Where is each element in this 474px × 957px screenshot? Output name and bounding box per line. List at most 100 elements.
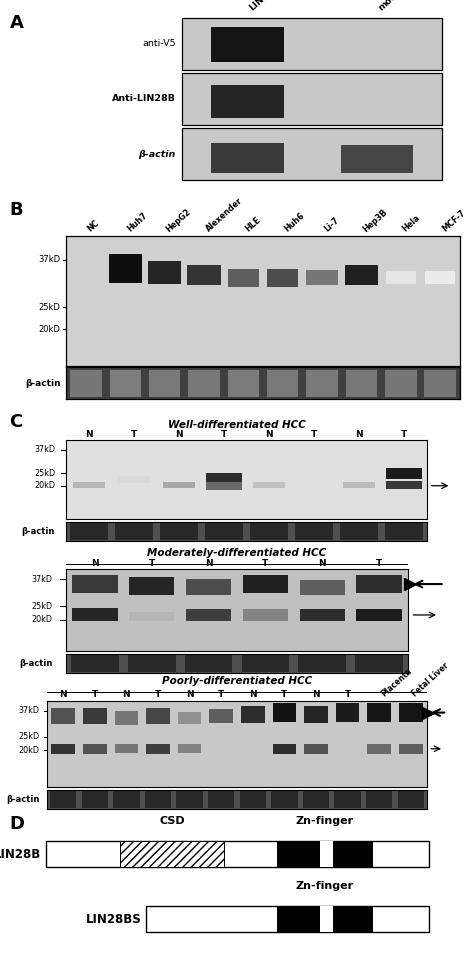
Bar (277, 906, 320, 932)
Bar (208, 790, 235, 808)
Bar (72, 608, 118, 621)
Text: N: N (249, 690, 256, 699)
Bar (424, 370, 456, 396)
Bar (71, 655, 118, 672)
Bar (333, 906, 373, 932)
Bar (205, 523, 243, 540)
Text: C: C (9, 413, 23, 432)
Bar (343, 481, 375, 488)
Text: Zn-finger: Zn-finger (295, 816, 354, 826)
Bar (356, 655, 403, 672)
Text: Hep3B: Hep3B (361, 208, 390, 234)
Text: β-actin: β-actin (138, 149, 175, 159)
Bar (386, 481, 422, 489)
Bar (306, 270, 338, 285)
Bar (398, 790, 424, 808)
Bar (163, 481, 195, 488)
Bar (341, 145, 413, 173)
Bar (146, 708, 170, 723)
Text: T: T (155, 690, 161, 699)
Text: T: T (218, 690, 224, 699)
Bar (243, 610, 288, 621)
Bar (333, 841, 373, 867)
Bar (345, 265, 378, 285)
Text: LIN28BS: LIN28BS (86, 913, 141, 925)
Bar (239, 790, 266, 808)
Bar (320, 841, 333, 867)
Bar (188, 370, 220, 396)
Text: T: T (401, 430, 407, 438)
Bar (299, 655, 346, 672)
Bar (304, 744, 328, 754)
Bar (340, 523, 378, 540)
Bar (267, 370, 299, 396)
Bar (119, 841, 224, 867)
Bar (303, 790, 329, 808)
Text: 25kD: 25kD (34, 469, 55, 478)
Bar (366, 790, 392, 808)
Text: D: D (9, 815, 25, 834)
Bar (385, 523, 423, 540)
Bar (273, 744, 296, 754)
Text: 20kD: 20kD (31, 615, 52, 624)
Bar (129, 612, 174, 621)
Text: N: N (175, 430, 183, 438)
Bar (336, 703, 359, 722)
Bar (109, 255, 142, 283)
Bar (242, 655, 289, 672)
Bar (182, 17, 442, 70)
Bar (399, 703, 423, 722)
Text: 20kD: 20kD (18, 746, 39, 755)
Bar (51, 708, 75, 723)
Text: Huh6: Huh6 (283, 211, 306, 234)
Bar (109, 370, 141, 396)
Text: 25kD: 25kD (38, 303, 61, 312)
Bar (273, 703, 296, 722)
Text: Li-7: Li-7 (322, 216, 340, 234)
Text: Well-differentiated HCC: Well-differentiated HCC (168, 420, 306, 430)
Bar (267, 370, 299, 396)
Text: 37kD: 37kD (18, 706, 39, 716)
Text: 20kD: 20kD (38, 324, 61, 334)
Bar (334, 790, 361, 808)
Bar (70, 523, 108, 540)
Bar (346, 370, 377, 396)
Text: Alexender: Alexender (204, 196, 245, 234)
Bar (83, 708, 107, 723)
Text: β-actin: β-actin (22, 526, 55, 536)
Bar (300, 610, 345, 621)
Text: N: N (59, 690, 67, 699)
Bar (72, 575, 118, 593)
Text: anti-V5: anti-V5 (142, 39, 175, 48)
Bar (188, 370, 220, 396)
Bar (186, 610, 231, 621)
Bar (228, 269, 259, 287)
Text: N: N (85, 430, 93, 438)
Bar (178, 712, 201, 723)
Bar (51, 744, 75, 754)
Text: 37kD: 37kD (38, 256, 61, 264)
Bar (211, 85, 283, 118)
Bar (385, 370, 417, 396)
Bar (182, 73, 442, 124)
Text: Huh7: Huh7 (125, 211, 149, 234)
Bar (306, 370, 338, 396)
Bar (356, 610, 402, 621)
Text: 37kD: 37kD (31, 574, 52, 584)
Bar (243, 575, 288, 593)
Bar (425, 271, 455, 284)
Text: T: T (131, 430, 137, 438)
Text: Poorly-differentiated HCC: Poorly-differentiated HCC (162, 677, 312, 686)
Text: T: T (376, 559, 383, 568)
Bar (182, 128, 442, 180)
Text: N: N (205, 559, 212, 568)
Bar (267, 269, 299, 287)
Bar (115, 745, 138, 753)
Bar (70, 370, 102, 396)
Text: mock: mock (377, 0, 403, 12)
Bar (176, 790, 203, 808)
Bar (128, 655, 175, 672)
Text: 20kD: 20kD (34, 481, 55, 490)
Bar (115, 523, 153, 540)
Bar (206, 481, 242, 490)
